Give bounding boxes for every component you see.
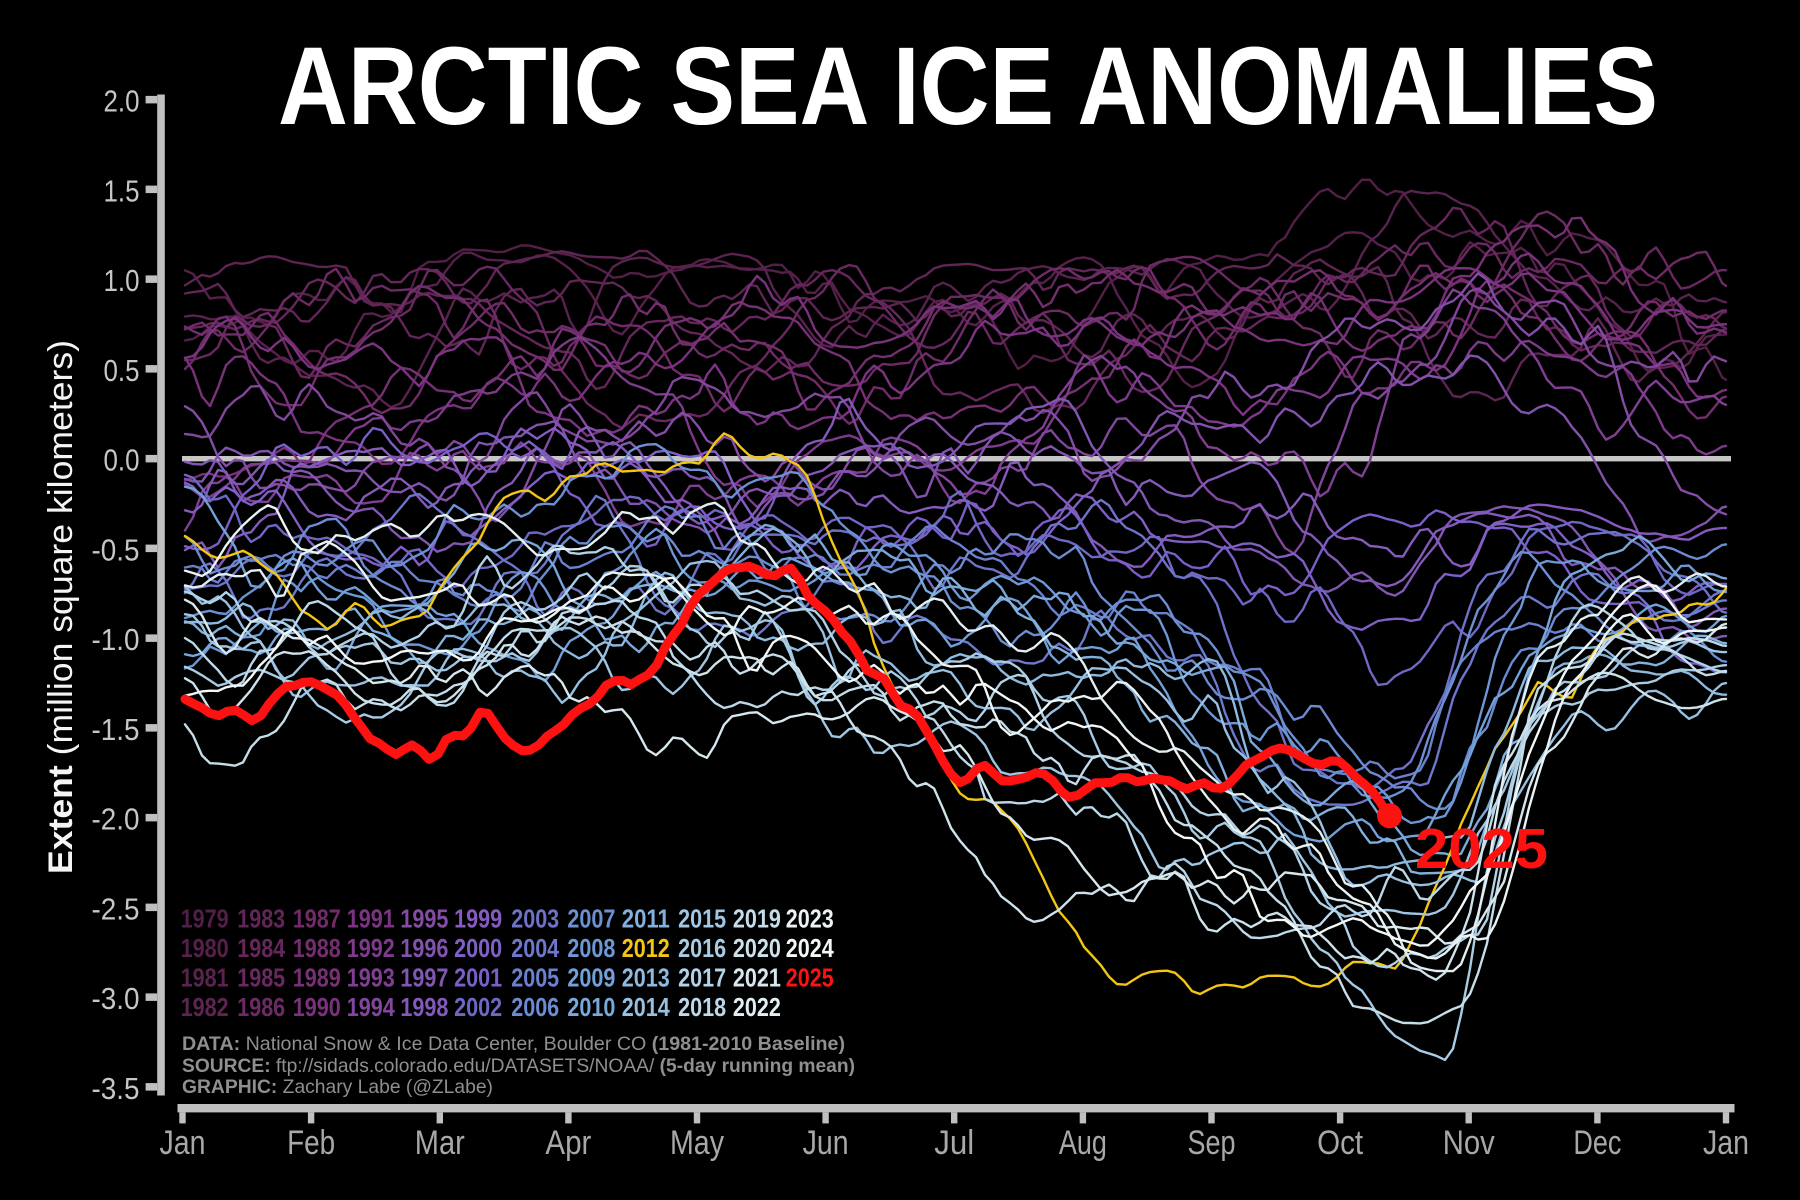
svg-text:1999: 1999 — [454, 903, 502, 933]
svg-text:Jan: Jan — [1703, 1124, 1749, 1162]
svg-text:Jun: Jun — [803, 1124, 849, 1162]
svg-text:2005: 2005 — [511, 962, 559, 992]
svg-text:Oct: Oct — [1317, 1124, 1363, 1162]
svg-text:2007: 2007 — [567, 903, 615, 933]
svg-text:2022: 2022 — [733, 992, 781, 1022]
svg-text:2021: 2021 — [733, 962, 781, 992]
svg-text:Feb: Feb — [287, 1124, 335, 1162]
svg-text:1983: 1983 — [237, 903, 285, 933]
svg-text:1981: 1981 — [181, 962, 229, 992]
svg-text:1979: 1979 — [181, 903, 229, 933]
svg-text:0.5: 0.5 — [104, 353, 140, 388]
svg-text:2014: 2014 — [622, 992, 670, 1022]
svg-text:2018: 2018 — [678, 992, 726, 1022]
svg-text:1988: 1988 — [293, 933, 341, 963]
svg-text:DATA: National Snow & Ice Data: DATA: National Snow & Ice Data Center, B… — [182, 1033, 845, 1055]
svg-text:Jul: Jul — [934, 1124, 974, 1162]
svg-text:1998: 1998 — [400, 992, 448, 1022]
svg-text:2015: 2015 — [678, 903, 726, 933]
svg-text:Apr: Apr — [545, 1124, 591, 1162]
svg-text:2001: 2001 — [454, 962, 502, 992]
svg-text:Sep: Sep — [1188, 1124, 1236, 1162]
svg-text:1985: 1985 — [237, 962, 285, 992]
svg-text:1994: 1994 — [347, 992, 395, 1022]
svg-text:1980: 1980 — [181, 933, 229, 963]
svg-text:2009: 2009 — [567, 962, 615, 992]
svg-text:2008: 2008 — [567, 933, 615, 963]
svg-text:ARCTIC SEA ICE ANOMALIES: ARCTIC SEA ICE ANOMALIES — [278, 25, 1658, 148]
svg-text:1987: 1987 — [293, 903, 341, 933]
svg-text:-1.0: -1.0 — [92, 622, 140, 657]
svg-text:1984: 1984 — [237, 933, 285, 963]
svg-text:-0.5: -0.5 — [92, 532, 140, 567]
svg-text:1995: 1995 — [400, 903, 448, 933]
svg-text:2017: 2017 — [678, 962, 726, 992]
svg-text:1.0: 1.0 — [104, 263, 140, 298]
svg-text:-3.0: -3.0 — [92, 981, 140, 1016]
svg-text:GRAPHIC: Zachary Labe (@ZLabe): GRAPHIC: Zachary Labe (@ZLabe) — [182, 1076, 493, 1098]
svg-text:2.0: 2.0 — [104, 84, 140, 119]
svg-text:2025: 2025 — [1415, 817, 1548, 881]
svg-text:-3.5: -3.5 — [92, 1071, 140, 1106]
svg-text:2024: 2024 — [786, 933, 834, 963]
svg-text:2011: 2011 — [622, 903, 670, 933]
svg-text:-1.5: -1.5 — [92, 712, 140, 747]
svg-text:1993: 1993 — [347, 962, 395, 992]
svg-text:Mar: Mar — [415, 1124, 465, 1162]
svg-text:2012: 2012 — [622, 933, 670, 963]
svg-text:1996: 1996 — [400, 933, 448, 963]
svg-text:2013: 2013 — [622, 962, 670, 992]
svg-text:2000: 2000 — [454, 933, 502, 963]
svg-text:2002: 2002 — [454, 992, 502, 1022]
svg-text:2025: 2025 — [786, 962, 834, 992]
svg-text:-2.0: -2.0 — [92, 802, 140, 837]
svg-text:Nov: Nov — [1443, 1124, 1495, 1162]
svg-text:1986: 1986 — [237, 992, 285, 1022]
svg-text:SOURCE: ftp://sidads.colorado.: SOURCE: ftp://sidads.colorado.edu/DATASE… — [182, 1055, 855, 1077]
svg-text:2020: 2020 — [733, 933, 781, 963]
svg-text:1991: 1991 — [347, 903, 395, 933]
svg-text:1982: 1982 — [181, 992, 229, 1022]
svg-text:-2.5: -2.5 — [92, 891, 140, 926]
svg-text:2006: 2006 — [511, 992, 559, 1022]
svg-text:2023: 2023 — [786, 903, 834, 933]
svg-text:1990: 1990 — [293, 992, 341, 1022]
svg-text:2003: 2003 — [511, 903, 559, 933]
svg-text:0.0: 0.0 — [104, 443, 140, 478]
svg-text:2004: 2004 — [511, 933, 559, 963]
svg-text:2019: 2019 — [733, 903, 781, 933]
svg-text:Aug: Aug — [1059, 1124, 1107, 1162]
svg-text:2016: 2016 — [678, 933, 726, 963]
svg-text:1997: 1997 — [400, 962, 448, 992]
svg-text:May: May — [670, 1124, 724, 1162]
svg-text:1.5: 1.5 — [104, 173, 140, 208]
svg-text:1989: 1989 — [293, 962, 341, 992]
svg-text:Dec: Dec — [1573, 1124, 1621, 1162]
svg-text:2010: 2010 — [567, 992, 615, 1022]
svg-text:Extent (million square kilomet: Extent (million square kilometers) — [42, 340, 80, 874]
svg-text:1992: 1992 — [347, 933, 395, 963]
svg-text:Jan: Jan — [160, 1124, 206, 1162]
